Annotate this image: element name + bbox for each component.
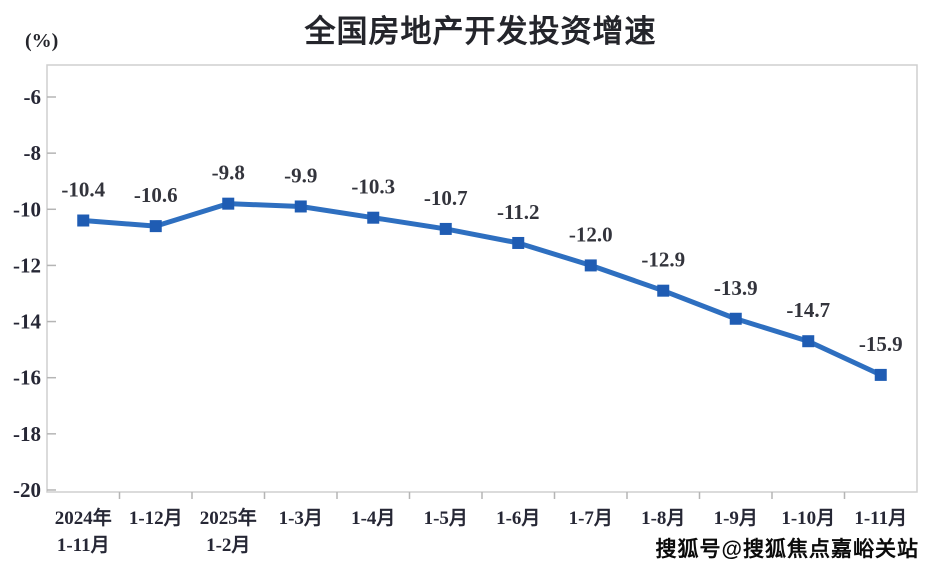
y-axis-tick-label: -12 xyxy=(13,253,41,277)
data-point-marker xyxy=(729,312,742,325)
y-axis-tick-label: -6 xyxy=(24,85,42,109)
watermark: 搜狐号@搜狐焦点嘉峪关站 xyxy=(655,538,919,561)
data-point-marker xyxy=(584,259,597,272)
data-point-marker xyxy=(512,236,525,249)
x-axis-category-label: 1-3月 xyxy=(279,508,323,529)
data-point-label: -10.3 xyxy=(351,175,395,199)
data-point-label: -12.0 xyxy=(569,222,613,246)
data-point-label: -9.8 xyxy=(212,161,245,185)
x-axis-category-label: 2025年 1-2月 xyxy=(200,506,257,556)
y-axis-tick-label: -10 xyxy=(13,197,41,221)
y-axis-tick-label: -20 xyxy=(13,478,41,502)
x-axis-category-label: 1-12月 xyxy=(129,508,183,529)
data-point-label: -9.9 xyxy=(284,163,317,187)
x-axis-category-label: 2024年 1-11月 xyxy=(55,506,112,556)
x-axis-category-label: 1-10月 xyxy=(781,508,835,529)
data-point-marker xyxy=(222,197,235,210)
data-point-label: -13.9 xyxy=(714,276,758,300)
data-point-marker xyxy=(367,211,380,224)
x-axis-category-label: 1-11月 xyxy=(854,508,907,529)
data-point-label: -11.2 xyxy=(497,200,540,224)
x-axis-category-label: 1-5月 xyxy=(424,508,468,529)
data-point-label: -10.7 xyxy=(424,186,468,210)
data-point-label: -10.6 xyxy=(134,183,178,207)
y-axis-tick-label: -14 xyxy=(13,310,41,334)
y-axis-tick-label: -16 xyxy=(13,366,41,390)
data-point-marker xyxy=(77,214,90,227)
data-point-marker xyxy=(294,200,307,213)
plot-area-border xyxy=(46,64,918,493)
chart-title: 全国房地产开发投资增速 xyxy=(304,14,657,49)
y-axis-tick-label: -18 xyxy=(13,422,41,446)
y-axis-unit-label: (%) xyxy=(25,30,59,52)
data-point-label: -15.9 xyxy=(859,332,903,356)
data-point-marker xyxy=(874,368,887,381)
data-point-marker xyxy=(657,284,670,297)
x-axis-category-label: 1-7月 xyxy=(569,508,613,529)
x-axis-category-label: 1-9月 xyxy=(714,508,758,529)
data-point-marker xyxy=(149,220,162,233)
x-axis-category-label: 1-6月 xyxy=(496,508,540,529)
data-point-label: -14.7 xyxy=(786,298,830,322)
data-point-label: -10.4 xyxy=(61,178,105,202)
data-point-marker xyxy=(802,335,815,348)
series-line xyxy=(80,201,884,378)
x-axis-category-label: 1-4月 xyxy=(351,508,395,529)
data-point-label: -12.9 xyxy=(641,248,685,272)
y-axis-tick-label: -8 xyxy=(24,141,42,165)
data-point-marker xyxy=(439,222,452,235)
x-axis-category-label: 1-8月 xyxy=(641,508,685,529)
